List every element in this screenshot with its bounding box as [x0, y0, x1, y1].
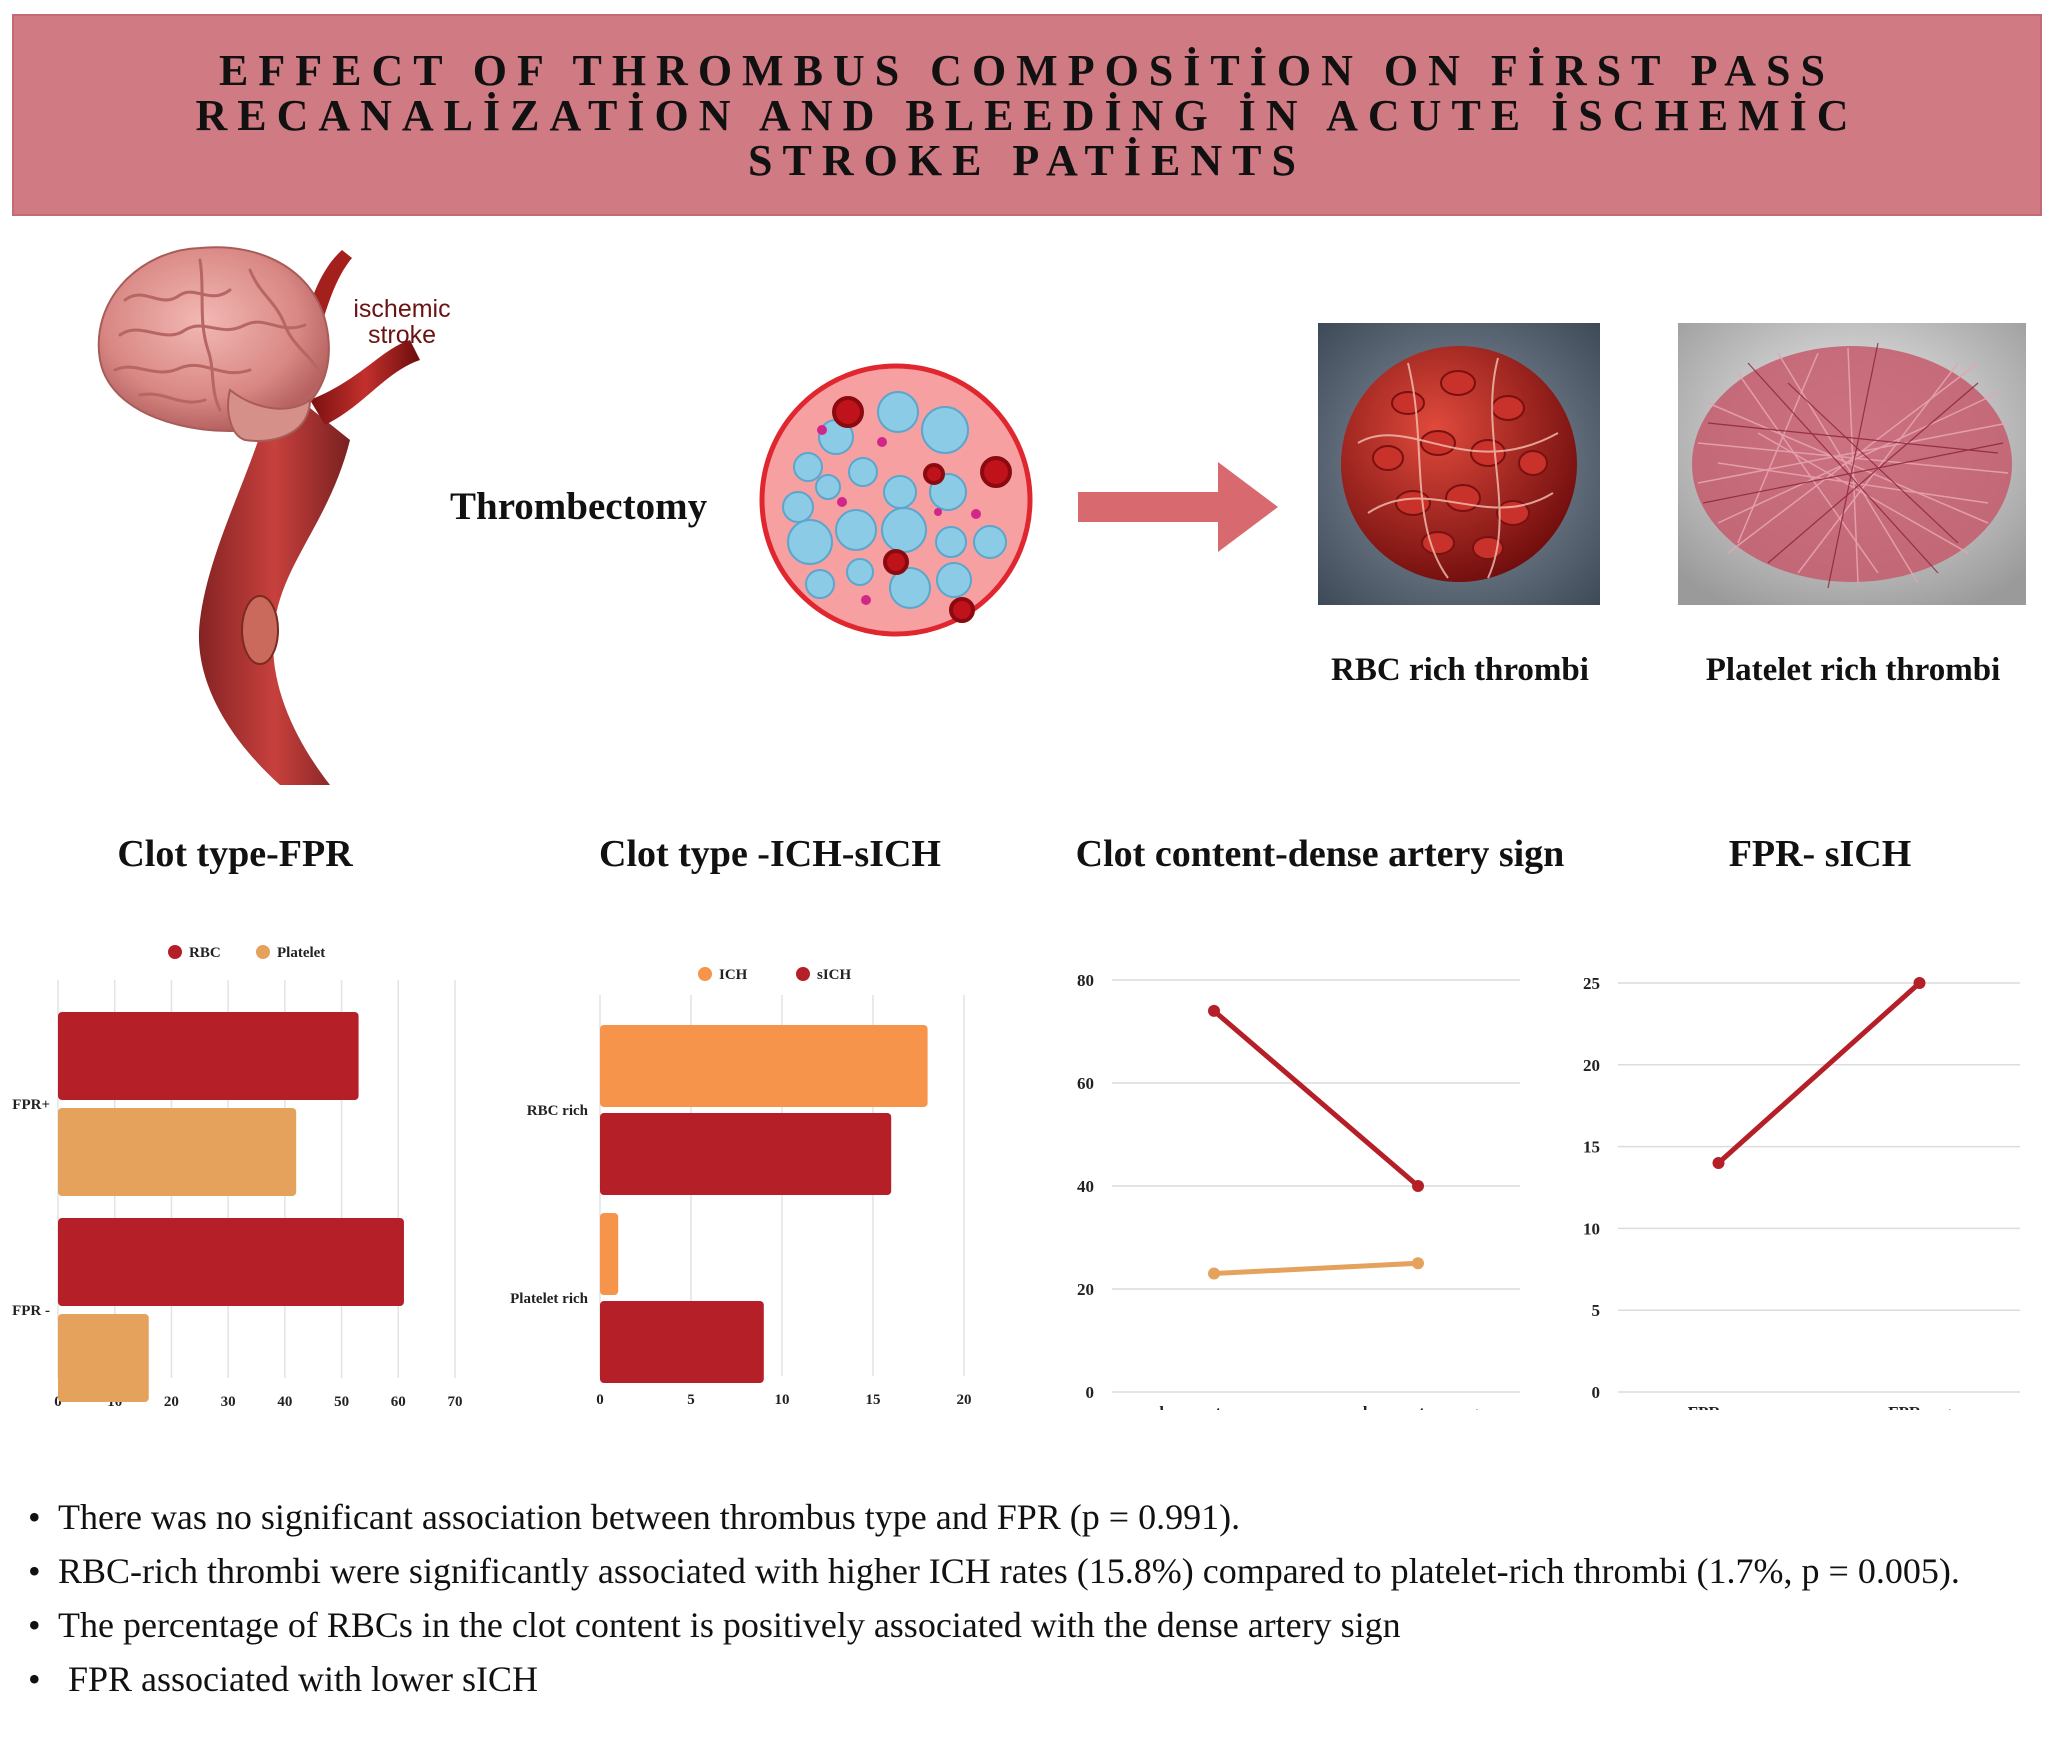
data-point	[1712, 1156, 1725, 1169]
legend-label: RBC	[189, 945, 221, 961]
bar	[600, 1213, 619, 1295]
data-point	[1208, 1267, 1220, 1280]
y-tick-label: 20	[1583, 1056, 1600, 1075]
bar	[600, 1025, 928, 1107]
chart-clot-type-ich-sich: 0 5 10 15 20 ICH sICH RBC rich Platelet rich	[510, 967, 972, 1408]
x-tick-label: 0	[54, 1394, 62, 1410]
x-tick-label: 0	[596, 1392, 604, 1408]
clot-cross-section-icon	[759, 363, 1033, 637]
y-tick-label: 0	[1086, 1383, 1095, 1402]
legend-marker	[698, 967, 712, 981]
x-tick-label: 60	[391, 1394, 406, 1410]
arrow-right-icon	[1078, 462, 1278, 552]
x-tick-label: 30	[221, 1394, 236, 1410]
category-label: FPR -	[12, 1303, 50, 1319]
rbc-thrombi-label: RBC rich thrombi	[1331, 652, 1589, 688]
y-tick-label: 10	[1583, 1219, 1600, 1238]
x-tick-label: dense artery pos	[1155, 1403, 1274, 1410]
data-point	[1208, 1004, 1220, 1017]
chart3-title: Clot content-dense artery sign	[1075, 833, 1565, 875]
y-tick-label: 25	[1583, 974, 1600, 993]
platelet-thrombi-label: Platelet rich thrombi	[1705, 652, 2001, 688]
finding-item: The percentage of RBCs in the clot conte…	[28, 1598, 2028, 1652]
chart-clot-type-fpr: 010203040506070RBCPlateletFPR+FPR -	[12, 945, 463, 1410]
rbc-thrombus-image	[1318, 323, 1600, 605]
y-tick-label: 5	[1592, 1301, 1601, 1320]
x-tick-label: FPR neg	[1888, 1403, 1951, 1410]
x-tick-label: 5	[687, 1392, 695, 1408]
series-line	[1213, 1260, 1419, 1277]
y-tick-label: 0	[1592, 1383, 1601, 1402]
data-point	[1412, 1257, 1424, 1270]
thrombectomy-label: Thrombectomy	[450, 485, 708, 528]
finding-item: There was no significant association bet…	[28, 1490, 2028, 1544]
x-tick-label: 40	[277, 1394, 292, 1410]
bar	[58, 1012, 359, 1100]
finding-item: RBC-rich thrombi were significantly asso…	[28, 1544, 2028, 1598]
x-tick-label: FPR pos	[1688, 1403, 1750, 1410]
series-line	[1716, 981, 1922, 1165]
y-tick-label: 60	[1077, 1074, 1094, 1093]
chart-fpr-sich: 0 5 10 15 20 25 FPR pos FPR neg	[1583, 974, 2020, 1410]
bar	[600, 1113, 892, 1195]
chart-clot-content-dense-artery: 0 20 40 60 80 dense artery pos dense artery ne…	[1077, 971, 1520, 1410]
y-tick-label: 80	[1077, 971, 1094, 990]
legend-label: ICH	[719, 967, 748, 983]
category-label: Platelet rich	[510, 1291, 589, 1307]
title-banner: EFFECT OF THROMBUS COMPOSİTİON ON FİRST …	[12, 14, 2042, 216]
x-tick-label: 15	[866, 1392, 881, 1408]
y-tick-label: 20	[1077, 1280, 1094, 1299]
category-label: RBC rich	[527, 1103, 589, 1119]
legend-label: sICH	[817, 967, 852, 983]
y-tick-label: 40	[1077, 1177, 1094, 1196]
y-tick-label: 15	[1583, 1138, 1600, 1157]
x-tick-label: 50	[334, 1394, 349, 1410]
finding-item: FPR associated with lower sICH	[28, 1652, 2028, 1706]
bar	[58, 1314, 149, 1402]
x-tick-label: dense artery neg	[1358, 1403, 1478, 1410]
x-tick-label: 10	[775, 1392, 790, 1408]
findings-list: There was no significant association bet…	[28, 1490, 2028, 1706]
chart1-title: Clot type-FPR	[117, 833, 353, 875]
brain-artery-illustration	[97, 246, 420, 785]
data-point	[1913, 977, 1926, 989]
platelet-thrombus-image	[1678, 323, 2026, 605]
legend-label: Platelet	[277, 945, 325, 961]
category-label: FPR+	[12, 1097, 50, 1113]
legend-marker	[168, 945, 182, 959]
x-tick-label: 20	[164, 1394, 179, 1410]
bar	[58, 1108, 297, 1196]
x-tick-label: 70	[448, 1394, 463, 1410]
chart2-title: Clot type -ICH-sICH	[599, 833, 941, 875]
data-point	[1412, 1180, 1424, 1192]
bar	[600, 1301, 764, 1383]
legend-marker	[796, 967, 810, 981]
series-line	[1212, 1009, 1420, 1188]
x-tick-label: 20	[957, 1392, 972, 1408]
bar	[58, 1218, 404, 1306]
ischemic-stroke-label: ischemic stroke	[353, 295, 451, 349]
legend-marker	[256, 945, 270, 959]
chart4-title: FPR- sICH	[1728, 833, 1912, 875]
page-title: EFFECT OF THROMBUS COMPOSİTİON ON FİRST …	[195, 45, 1859, 185]
